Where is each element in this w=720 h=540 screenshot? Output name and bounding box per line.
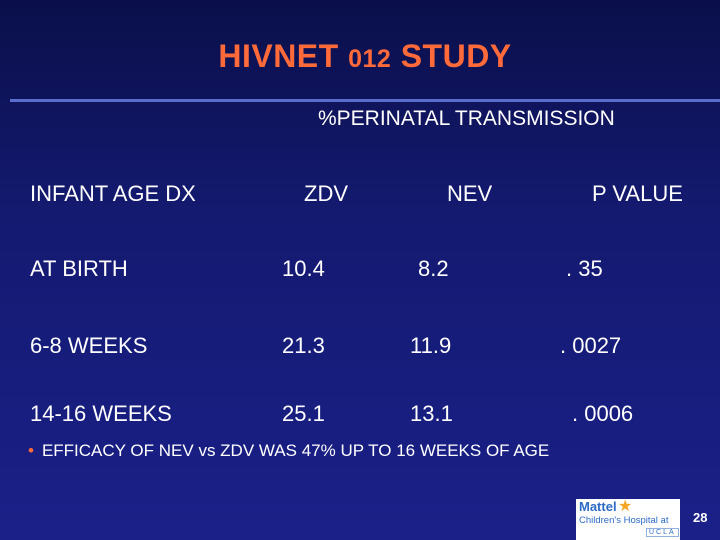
title-end: STUDY: [391, 38, 512, 74]
column-header-nev: NEV: [447, 181, 493, 206]
star-icon: ★: [618, 499, 633, 515]
bullet-point: • EFFICACY OF NEV vs ZDV WAS 47% UP TO 16…: [28, 441, 549, 461]
column-header-infant-age: INFANT AGE DX: [30, 181, 196, 206]
bullet-icon: •: [28, 441, 34, 460]
table-cell-zdv: 25.1: [282, 401, 325, 426]
column-header-zdv: ZDV: [304, 181, 348, 206]
table-row-label: 14-16 WEEKS: [30, 401, 172, 426]
table-cell-zdv: 21.3: [282, 333, 325, 358]
table-row-label: AT BIRTH: [30, 256, 128, 281]
hospital-logo: Mattel ★ Children's Hospital at UCLA: [576, 499, 680, 540]
table-cell-p-value: . 0006: [572, 401, 634, 426]
slide-title: HIVNET 012 STUDY: [0, 38, 720, 75]
logo-line-1: Mattel: [579, 499, 617, 514]
table-subtitle: %PERINATAL TRANSMISSION: [318, 107, 615, 130]
column-header-p-value: P VALUE: [592, 181, 683, 206]
table-cell-zdv: 10.4: [282, 256, 325, 281]
table-cell-nev: 8.2: [418, 256, 449, 281]
logo-line-3: UCLA: [646, 528, 679, 537]
logo-line-2: Children's Hospital at: [579, 515, 669, 526]
table-cell-nev: 13.1: [410, 401, 453, 426]
table-cell-p-value: . 35: [566, 256, 603, 281]
table-cell-nev: 11.9: [410, 333, 452, 358]
page-number: 28: [693, 510, 708, 525]
bullet-text: EFFICACY OF NEV vs ZDV WAS 47% UP TO 16 …: [41, 441, 550, 460]
table-row-label: 6-8 WEEKS: [30, 333, 148, 358]
title-number: 012: [348, 45, 392, 73]
title-divider: [10, 99, 720, 102]
title-main: HIVNET: [218, 38, 349, 74]
table-cell-p-value: . 0027: [560, 333, 622, 358]
